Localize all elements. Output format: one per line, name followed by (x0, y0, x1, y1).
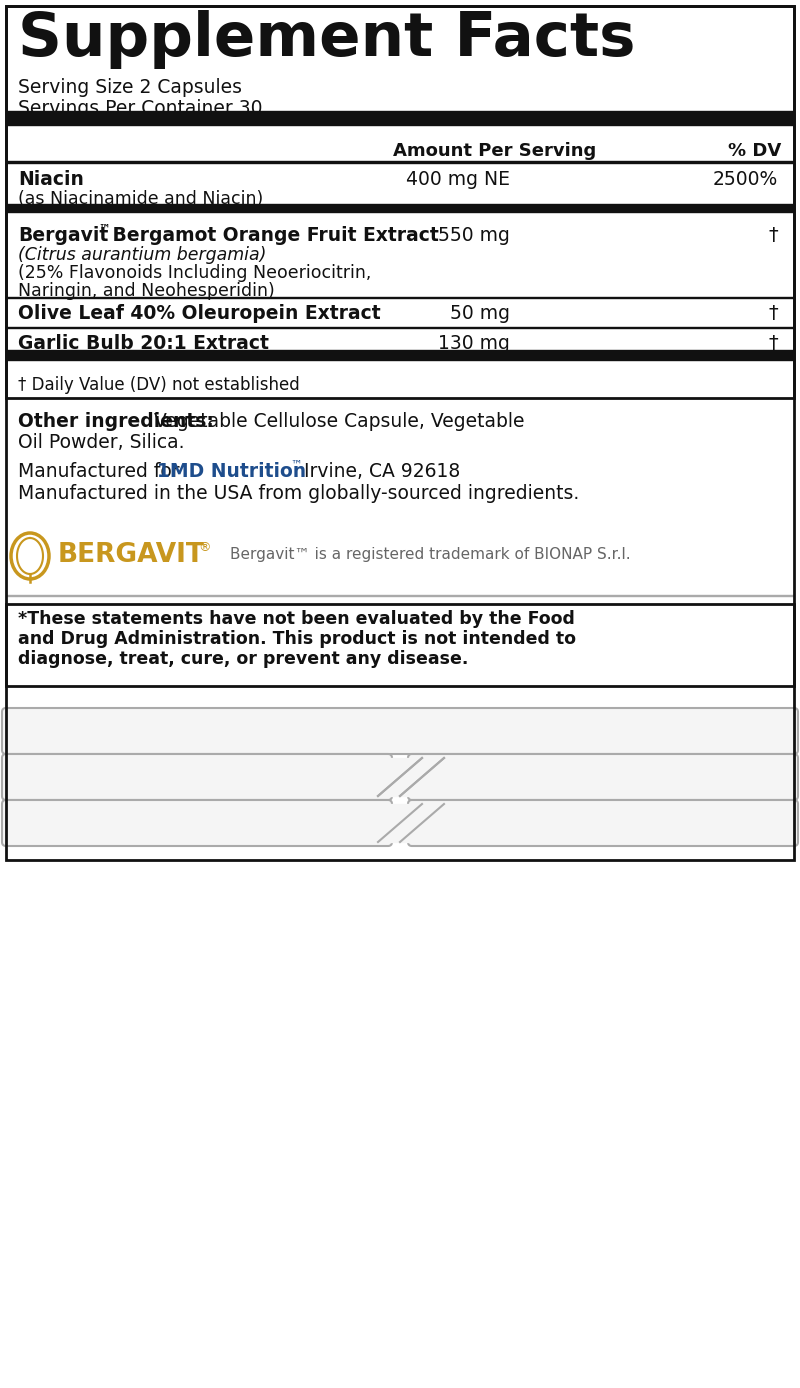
Text: Manufactured for: Manufactured for (18, 462, 186, 482)
FancyBboxPatch shape (2, 708, 798, 754)
Text: †: † (768, 226, 778, 246)
Text: S H E L L F I S H - F R E E: S H E L L F I S H - F R E E (86, 769, 309, 784)
Text: †: † (768, 304, 778, 323)
Text: ®: ® (198, 541, 210, 554)
Text: Irvine, CA 92618: Irvine, CA 92618 (298, 462, 460, 482)
Text: (25% Flavonoids Including Neoeriocitrin,: (25% Flavonoids Including Neoeriocitrin, (18, 264, 371, 282)
Text: Oil Powder, Silica.: Oil Powder, Silica. (18, 433, 185, 452)
Text: Olive Leaf 40% Oleuropein Extract: Olive Leaf 40% Oleuropein Extract (18, 304, 381, 323)
Text: W H E A T - F R E E: W H E A T - F R E E (519, 816, 687, 830)
Text: Vegetable Cellulose Capsule, Vegetable: Vegetable Cellulose Capsule, Vegetable (148, 412, 525, 432)
Text: and Drug Administration. This product is not intended to: and Drug Administration. This product is… (18, 630, 576, 648)
Text: BERGAVIT: BERGAVIT (58, 541, 205, 568)
Polygon shape (378, 758, 422, 795)
Text: 400 mg NE: 400 mg NE (406, 169, 510, 189)
Bar (6, 297, 794, 298)
Text: 1MD Nutrition: 1MD Nutrition (157, 462, 306, 482)
Text: Naringin, and Neohesperidin): Naringin, and Neohesperidin) (18, 282, 274, 300)
Text: † Daily Value (DV) not established: † Daily Value (DV) not established (18, 376, 300, 394)
Bar (6, 6, 794, 398)
Bar (6, 6, 794, 861)
FancyBboxPatch shape (2, 754, 392, 799)
Text: Bergavit: Bergavit (18, 226, 108, 246)
Text: Garlic Bulb 20:1 Extract: Garlic Bulb 20:1 Extract (18, 335, 269, 353)
Text: Supplement Facts: Supplement Facts (18, 10, 635, 69)
Text: D A I R Y - F R E E: D A I R Y - F R E E (524, 769, 682, 784)
Text: (as Niacinamide and Niacin): (as Niacinamide and Niacin) (18, 190, 263, 208)
Text: ™: ™ (98, 223, 110, 236)
Bar (6, 111, 794, 125)
Text: Amount Per Serving: Amount Per Serving (394, 142, 597, 160)
Text: *These statements have not been evaluated by the Food: *These statements have not been evaluate… (18, 609, 575, 627)
Text: 550 mg: 550 mg (438, 226, 510, 246)
Text: †: † (768, 335, 778, 353)
Polygon shape (378, 804, 422, 843)
Text: Bergamot Orange Fruit Extract: Bergamot Orange Fruit Extract (106, 226, 438, 246)
Bar (6, 204, 794, 212)
Text: 50 mg: 50 mg (450, 304, 510, 323)
Bar (6, 326, 794, 328)
Text: % DV: % DV (728, 142, 782, 160)
Text: Serving Size 2 Capsules: Serving Size 2 Capsules (18, 78, 242, 97)
Text: Servings Per Container 30: Servings Per Container 30 (18, 99, 262, 118)
FancyBboxPatch shape (408, 754, 798, 799)
Text: 130 mg: 130 mg (438, 335, 510, 353)
Text: 2500%: 2500% (713, 169, 778, 189)
Bar (6, 350, 794, 359)
FancyBboxPatch shape (2, 799, 392, 847)
Text: ™: ™ (290, 459, 302, 472)
Text: Niacin: Niacin (18, 169, 84, 189)
Text: Manufactured in the USA from globally-sourced ingredients.: Manufactured in the USA from globally-so… (18, 484, 579, 502)
Bar (6, 594, 794, 595)
Text: Bergavit™ is a registered trademark of BIONAP S.r.l.: Bergavit™ is a registered trademark of B… (230, 547, 630, 562)
Bar (6, 161, 794, 162)
Bar (6, 604, 794, 686)
Text: P E A N U T - F R E E: P E A N U T - F R E E (106, 816, 287, 830)
Text: N O N - G M O: N O N - G M O (325, 722, 475, 741)
Text: Other ingredients:: Other ingredients: (18, 412, 214, 432)
FancyBboxPatch shape (408, 799, 798, 847)
Text: diagnose, treat, cure, or prevent any disease.: diagnose, treat, cure, or prevent any di… (18, 650, 468, 668)
Text: (Citrus aurantium bergamia): (Citrus aurantium bergamia) (18, 246, 266, 264)
